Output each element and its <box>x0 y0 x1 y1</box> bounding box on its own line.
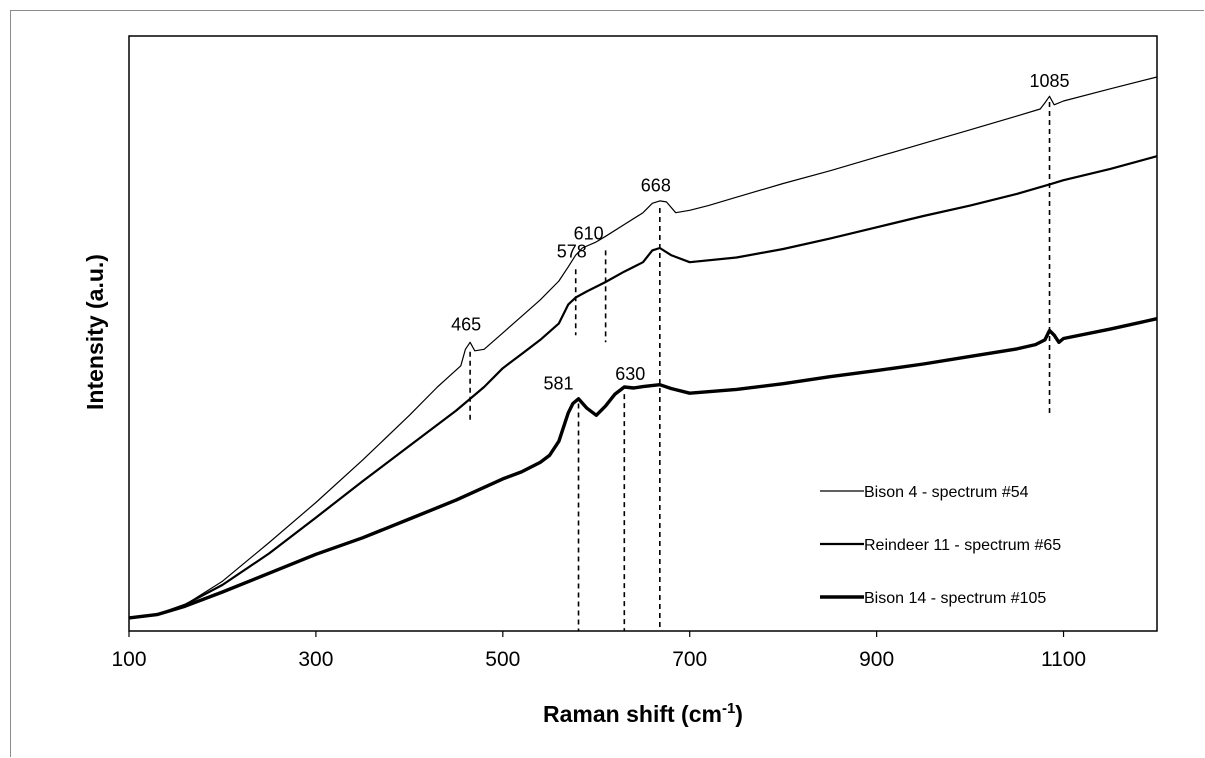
x-tick-label-700: 700 <box>672 648 707 671</box>
legend-label-3: Bison 14 - spectrum #105 <box>864 590 1046 607</box>
series-line-3 <box>128 317 1158 620</box>
x-tick-label-900: 900 <box>859 648 894 671</box>
x-axis-title-end: ) <box>735 701 743 727</box>
plot-area-border <box>128 35 1158 632</box>
x-axis-title-sup: -1 <box>722 700 735 717</box>
chart-frame <box>10 10 1204 757</box>
legend-label-2: Reindeer 11 - spectrum #65 <box>864 537 1061 554</box>
x-axis-title-main: Raman shift (cm <box>543 701 722 727</box>
peak-label-668: 668 <box>641 175 671 195</box>
x-tick-label-300: 300 <box>298 648 333 671</box>
peak-label-1085: 1085 <box>1030 71 1070 91</box>
legend-label-1: Bison 4 - spectrum #54 <box>864 484 1029 501</box>
x-axis-title: Raman shift (cm-1) <box>543 700 743 727</box>
peak-label-581: 581 <box>543 373 573 393</box>
series-line-1 <box>128 76 1158 619</box>
peak-label-465: 465 <box>451 315 481 335</box>
peak-label-578: 578 <box>557 241 587 261</box>
peak-label-630: 630 <box>615 364 645 384</box>
y-axis-title: Intensity (a.u.) <box>82 254 108 410</box>
x-tick-label-1100: 1100 <box>1041 648 1086 671</box>
peak-label-610: 610 <box>574 224 604 244</box>
x-tick-label-100: 100 <box>111 648 146 671</box>
x-tick-label-500: 500 <box>485 648 520 671</box>
